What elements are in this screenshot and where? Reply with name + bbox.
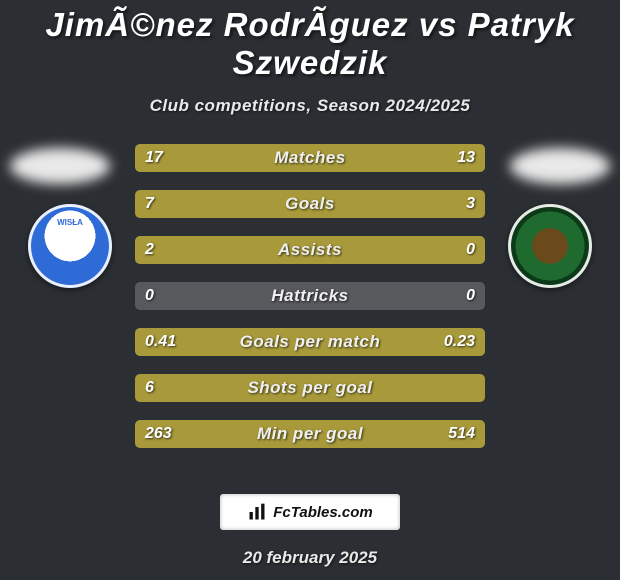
branding-text: FcTables.com: [273, 504, 372, 521]
stat-row: 0.410.23Goals per match: [135, 328, 485, 356]
stat-label: Min per goal: [135, 420, 485, 448]
stat-bars: 1713Matches 73Goals 20Assists 00Hattricks 0.…: [135, 144, 485, 466]
stat-row: 20Assists: [135, 236, 485, 264]
stat-label: Hattricks: [135, 282, 485, 310]
stat-row: 263514Min per goal: [135, 420, 485, 448]
chart-icon: [247, 502, 267, 522]
stat-row: 73Goals: [135, 190, 485, 218]
club-crest-right: [508, 204, 592, 288]
crest-left-ring: [28, 204, 112, 288]
stat-label: Assists: [135, 236, 485, 264]
stat-row: 6Shots per goal: [135, 374, 485, 402]
crest-right-ring: [508, 204, 592, 288]
date-footer: 20 february 2025: [0, 548, 620, 568]
stat-label: Shots per goal: [135, 374, 485, 402]
stat-row: 1713Matches: [135, 144, 485, 172]
comparison-subtitle: Club competitions, Season 2024/2025: [0, 96, 620, 116]
spotlight-right: [510, 148, 610, 184]
crest-left-text: WISŁA: [28, 218, 112, 227]
stat-row: 00Hattricks: [135, 282, 485, 310]
comparison-arena: WISŁA 1713Matches 73Goals 20Assists 00Hattr…: [0, 144, 620, 464]
stat-label: Goals: [135, 190, 485, 218]
spotlight-left: [10, 148, 110, 184]
club-crest-left: WISŁA: [28, 204, 112, 288]
stat-label: Goals per match: [135, 328, 485, 356]
comparison-title: JimÃ©nez RodrÃ­guez vs Patryk Szwedzik: [0, 0, 620, 82]
stat-label: Matches: [135, 144, 485, 172]
branding-badge: FcTables.com: [220, 494, 400, 530]
